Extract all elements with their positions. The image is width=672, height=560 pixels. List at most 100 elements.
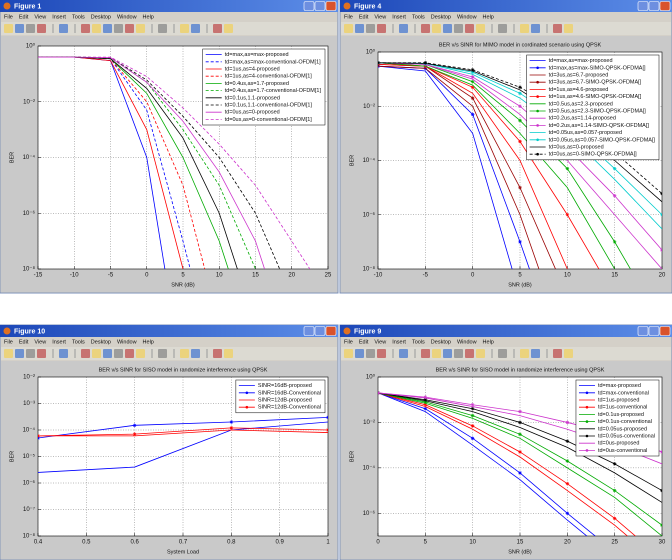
toolbar-button[interactable] xyxy=(103,24,112,33)
maximize-button[interactable] xyxy=(649,327,659,336)
toolbar-button[interactable] xyxy=(191,24,200,33)
toolbar-button[interactable] xyxy=(366,349,375,358)
menu-item[interactable]: View xyxy=(34,339,46,345)
toolbar-button[interactable] xyxy=(37,349,46,358)
toolbar-button[interactable] xyxy=(180,24,189,33)
toolbar-button[interactable] xyxy=(224,24,233,33)
menu-item[interactable]: Tools xyxy=(72,14,85,20)
menu-item[interactable]: Insert xyxy=(52,339,66,345)
menu-item[interactable]: File xyxy=(344,14,353,20)
toolbar-button[interactable] xyxy=(553,24,562,33)
toolbar-button[interactable] xyxy=(344,349,353,358)
toolbar-button[interactable] xyxy=(564,24,573,33)
toolbar-button[interactable] xyxy=(443,349,452,358)
menu-item[interactable]: Edit xyxy=(19,14,29,20)
toolbar-button[interactable] xyxy=(399,349,408,358)
toolbar-button[interactable] xyxy=(465,349,474,358)
toolbar-button[interactable] xyxy=(355,24,364,33)
toolbar-button[interactable] xyxy=(136,24,145,33)
menu-item[interactable]: Insert xyxy=(392,14,406,20)
toolbar-button[interactable] xyxy=(4,349,13,358)
toolbar-button[interactable] xyxy=(224,349,233,358)
menu-item[interactable]: View xyxy=(374,339,386,345)
menu-item[interactable]: File xyxy=(4,339,13,345)
toolbar-button[interactable] xyxy=(531,24,540,33)
minimize-button[interactable] xyxy=(638,2,648,11)
menu-item[interactable]: Tools xyxy=(412,339,425,345)
toolbar-button[interactable] xyxy=(476,349,485,358)
menu-item[interactable]: Window xyxy=(117,14,137,20)
toolbar-button[interactable] xyxy=(498,24,507,33)
menu-item[interactable]: Window xyxy=(117,339,137,345)
menu-item[interactable]: Desktop xyxy=(91,339,111,345)
toolbar-button[interactable] xyxy=(498,349,507,358)
menu-item[interactable]: Tools xyxy=(412,14,425,20)
toolbar-button[interactable] xyxy=(454,24,463,33)
toolbar-button[interactable] xyxy=(213,24,222,33)
menu-item[interactable]: File xyxy=(4,14,13,20)
toolbar-button[interactable] xyxy=(158,349,167,358)
menu-item[interactable]: Edit xyxy=(359,339,369,345)
minimize-button[interactable] xyxy=(304,2,314,11)
toolbar-button[interactable] xyxy=(454,349,463,358)
toolbar-button[interactable] xyxy=(125,24,134,33)
menu-item[interactable]: Help xyxy=(143,14,154,20)
menu-item[interactable]: Desktop xyxy=(431,339,451,345)
toolbar-button[interactable] xyxy=(443,24,452,33)
toolbar-button[interactable] xyxy=(26,24,35,33)
maximize-button[interactable] xyxy=(315,2,325,11)
toolbar-button[interactable] xyxy=(377,349,386,358)
toolbar-button[interactable] xyxy=(344,24,353,33)
toolbar-button[interactable] xyxy=(191,349,200,358)
toolbar-button[interactable] xyxy=(432,349,441,358)
toolbar-button[interactable] xyxy=(213,349,222,358)
toolbar-button[interactable] xyxy=(103,349,112,358)
toolbar-button[interactable] xyxy=(366,24,375,33)
menu-item[interactable]: View xyxy=(34,14,46,20)
close-button[interactable] xyxy=(326,2,336,11)
maximize-button[interactable] xyxy=(315,327,325,336)
toolbar-button[interactable] xyxy=(421,24,430,33)
toolbar-button[interactable] xyxy=(114,349,123,358)
toolbar-button[interactable] xyxy=(81,349,90,358)
menu-item[interactable]: Help xyxy=(483,339,494,345)
maximize-button[interactable] xyxy=(649,2,659,11)
toolbar-button[interactable] xyxy=(465,24,474,33)
toolbar-button[interactable] xyxy=(114,24,123,33)
toolbar-button[interactable] xyxy=(15,349,24,358)
toolbar-button[interactable] xyxy=(432,24,441,33)
toolbar-button[interactable] xyxy=(564,349,573,358)
menu-item[interactable]: Desktop xyxy=(431,14,451,20)
close-button[interactable] xyxy=(326,327,336,336)
toolbar-button[interactable] xyxy=(92,24,101,33)
menu-item[interactable]: Edit xyxy=(359,14,369,20)
toolbar-button[interactable] xyxy=(92,349,101,358)
menu-item[interactable]: Insert xyxy=(392,339,406,345)
toolbar-button[interactable] xyxy=(37,24,46,33)
toolbar-button[interactable] xyxy=(421,349,430,358)
toolbar-button[interactable] xyxy=(158,24,167,33)
toolbar-button[interactable] xyxy=(81,24,90,33)
menu-item[interactable]: Edit xyxy=(19,339,29,345)
toolbar-button[interactable] xyxy=(377,24,386,33)
toolbar-button[interactable] xyxy=(531,349,540,358)
menu-item[interactable]: Help xyxy=(483,14,494,20)
toolbar-button[interactable] xyxy=(180,349,189,358)
toolbar-button[interactable] xyxy=(59,24,68,33)
menu-item[interactable]: File xyxy=(344,339,353,345)
toolbar-button[interactable] xyxy=(26,349,35,358)
toolbar-button[interactable] xyxy=(59,349,68,358)
toolbar-button[interactable] xyxy=(476,24,485,33)
toolbar-button[interactable] xyxy=(553,349,562,358)
close-button[interactable] xyxy=(660,327,670,336)
menu-item[interactable]: Window xyxy=(457,339,477,345)
minimize-button[interactable] xyxy=(304,327,314,336)
menu-item[interactable]: View xyxy=(374,14,386,20)
menu-item[interactable]: Tools xyxy=(72,339,85,345)
toolbar-button[interactable] xyxy=(15,24,24,33)
menu-item[interactable]: Desktop xyxy=(91,14,111,20)
toolbar-button[interactable] xyxy=(520,24,529,33)
menu-item[interactable]: Window xyxy=(457,14,477,20)
close-button[interactable] xyxy=(660,2,670,11)
toolbar-button[interactable] xyxy=(125,349,134,358)
